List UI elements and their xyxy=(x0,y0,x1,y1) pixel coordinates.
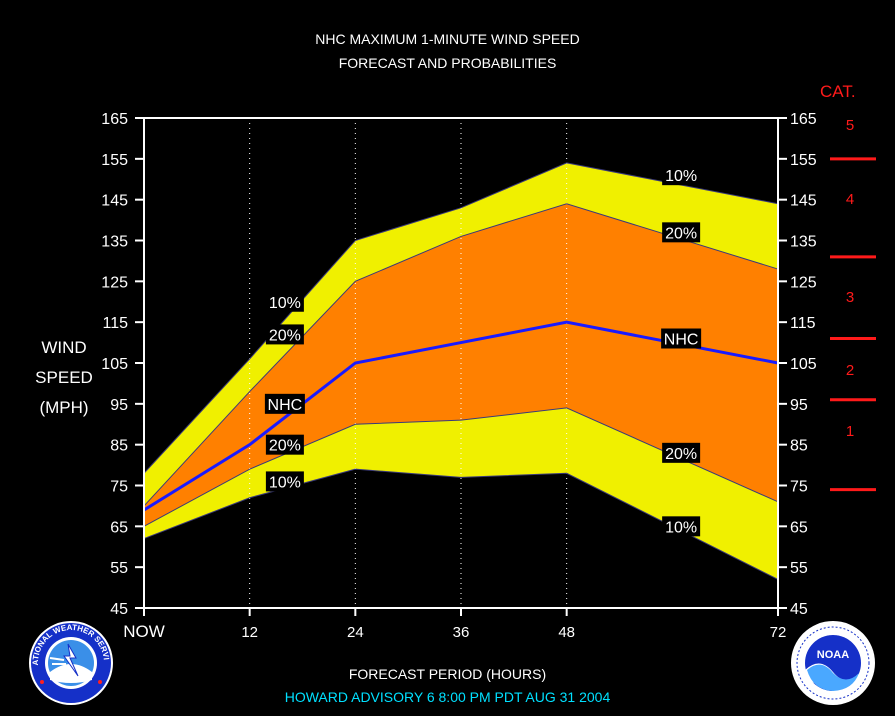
annotation-0: 10% xyxy=(269,295,301,312)
x-tick-label: 48 xyxy=(558,624,575,641)
chart-subtitle: FORECAST AND PROBABILITIES xyxy=(338,55,557,71)
y-tick-label-right: 65 xyxy=(790,519,808,536)
annotation-bg-0 xyxy=(265,291,304,312)
x-tick-label: NOW xyxy=(123,622,165,641)
x-tick-label: 72 xyxy=(770,624,787,641)
y-tick-label-left: 55 xyxy=(110,560,128,577)
y-tick-label-left: 135 xyxy=(101,234,128,251)
annotation-8: 20% xyxy=(665,446,697,463)
annotation-4: 10% xyxy=(269,474,301,491)
y-tick-label-left: 105 xyxy=(101,356,128,373)
annotation-bg-8 xyxy=(662,442,701,463)
noaa-logo-text: NOAA xyxy=(817,649,849,661)
category-label-5: 5 xyxy=(845,117,855,135)
series-line-2 xyxy=(143,320,779,512)
y-tick-label-left: 125 xyxy=(101,274,128,291)
x-tick-label: 12 xyxy=(241,624,258,641)
annotation-bg-2 xyxy=(264,393,305,414)
annotation-9: 10% xyxy=(665,519,697,536)
x-tick-label: 24 xyxy=(347,624,364,641)
annotation-7: NHC xyxy=(664,332,699,349)
y-tick-label-right: 145 xyxy=(790,193,817,210)
chart-title: NHC MAXIMUM 1-MINUTE WIND SPEED xyxy=(315,31,580,47)
y-tick-label-right: 155 xyxy=(790,152,817,169)
category-title: CAT. xyxy=(820,82,856,101)
x-tick-label: 36 xyxy=(453,624,470,641)
y-axis-label-line-3: (MPH) xyxy=(39,398,89,417)
y-tick-label-left: 65 xyxy=(110,519,128,536)
y-tick-label-left: 75 xyxy=(110,479,128,496)
series-line-3 xyxy=(143,407,779,527)
annotation-6: 20% xyxy=(665,225,697,242)
noaa-logo-icon: NOAA xyxy=(791,621,875,705)
y-tick-label-left: 165 xyxy=(101,111,128,128)
annotation-bg-9 xyxy=(662,516,701,537)
y-tick-label-right: 75 xyxy=(790,479,808,496)
nws-logo-icon: NATIONAL WEATHER SERVICE xyxy=(28,620,113,705)
y-tick-label-right: 45 xyxy=(790,601,808,618)
annotation-2: NHC xyxy=(268,397,303,414)
y-tick-label-right: 165 xyxy=(790,111,817,128)
category-label-4: 4 xyxy=(845,190,855,208)
y-tick-label-left: 85 xyxy=(110,438,128,455)
y-tick-label-right: 115 xyxy=(790,315,816,332)
annotation-1: 20% xyxy=(269,327,301,344)
category-label-1: 1 xyxy=(845,423,855,441)
category-label-3: 3 xyxy=(845,288,855,306)
y-tick-label-right: 135 xyxy=(790,234,817,251)
y-tick-label-right: 55 xyxy=(790,560,808,577)
annotation-3: 20% xyxy=(269,438,301,455)
y-tick-label-left: 145 xyxy=(101,193,128,210)
series-line-1 xyxy=(143,203,779,507)
x-axis-label: FORECAST PERIOD (HOURS) xyxy=(348,666,547,682)
annotation-5: 10% xyxy=(665,168,697,185)
y-tick-label-left: 115 xyxy=(102,315,128,332)
series-line-0 xyxy=(143,162,779,474)
y-tick-label-left: 45 xyxy=(110,601,128,618)
y-axis-label-line-1: WIND xyxy=(41,338,87,357)
series-line-4 xyxy=(143,468,779,580)
y-tick-label-right: 95 xyxy=(790,397,808,414)
y-axis-label-line-2: SPEED xyxy=(35,368,93,387)
y-tick-label-right: 125 xyxy=(790,274,817,291)
y-tick-label-left: 155 xyxy=(101,152,128,169)
annotation-bg-4 xyxy=(265,471,304,492)
y-tick-label-right: 85 xyxy=(790,438,808,455)
advisory-info: HOWARD ADVISORY 6 8:00 PM PDT AUG 31 200… xyxy=(284,689,611,705)
annotation-bg-1 xyxy=(265,324,304,345)
y-tick-label-left: 95 xyxy=(110,397,128,414)
annotation-bg-7 xyxy=(661,328,702,349)
annotation-bg-3 xyxy=(265,434,304,455)
annotation-bg-5 xyxy=(662,165,701,186)
y-tick-label-right: 105 xyxy=(790,356,817,373)
annotation-bg-6 xyxy=(662,222,701,243)
category-label-2: 2 xyxy=(845,362,855,380)
